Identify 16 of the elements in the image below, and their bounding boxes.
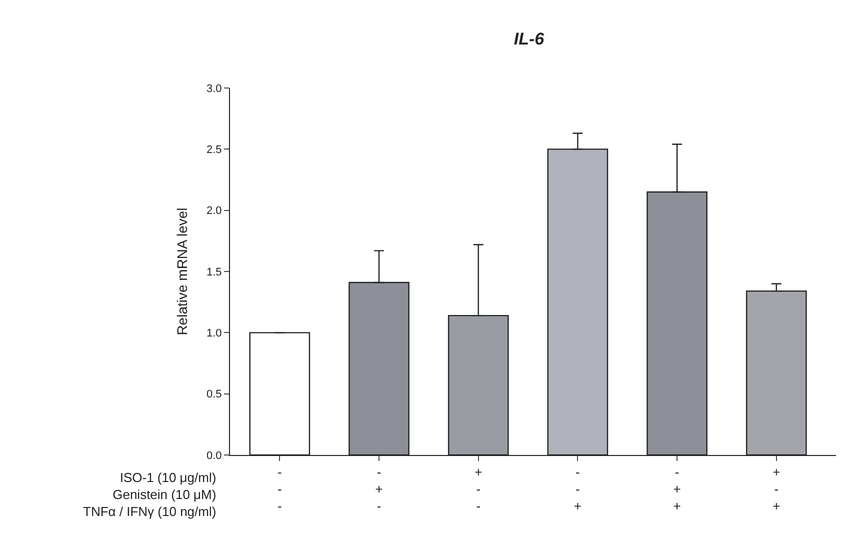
x-tick-label: - - - <box>278 464 282 514</box>
x-tick-label: - + - <box>375 464 383 514</box>
y-axis-title: Relative mRNA level <box>174 208 190 336</box>
x-tick-label: + - + <box>772 464 780 514</box>
y-tick-label: 2.0 <box>206 205 222 218</box>
x-tick-label: - - + <box>574 464 582 514</box>
y-tick-label: 3.0 <box>206 82 222 95</box>
x-tick-label: + - - <box>474 464 482 514</box>
y-tick-label: 0.5 <box>206 388 222 401</box>
chart-title: IL-6 <box>514 29 545 48</box>
y-tick-label: 2.5 <box>206 144 222 156</box>
text: ISO-1 (10 μg/ml) Genistein (10 μM) TNFα / IFNγ (10 ng/ml) <box>83 470 216 519</box>
x-tick-label: - + + <box>673 464 681 514</box>
y-tick-label: 1.0 <box>206 328 222 340</box>
y-tick-label: 0.0 <box>206 450 222 462</box>
y-tick-label: 1.5 <box>206 266 222 278</box>
